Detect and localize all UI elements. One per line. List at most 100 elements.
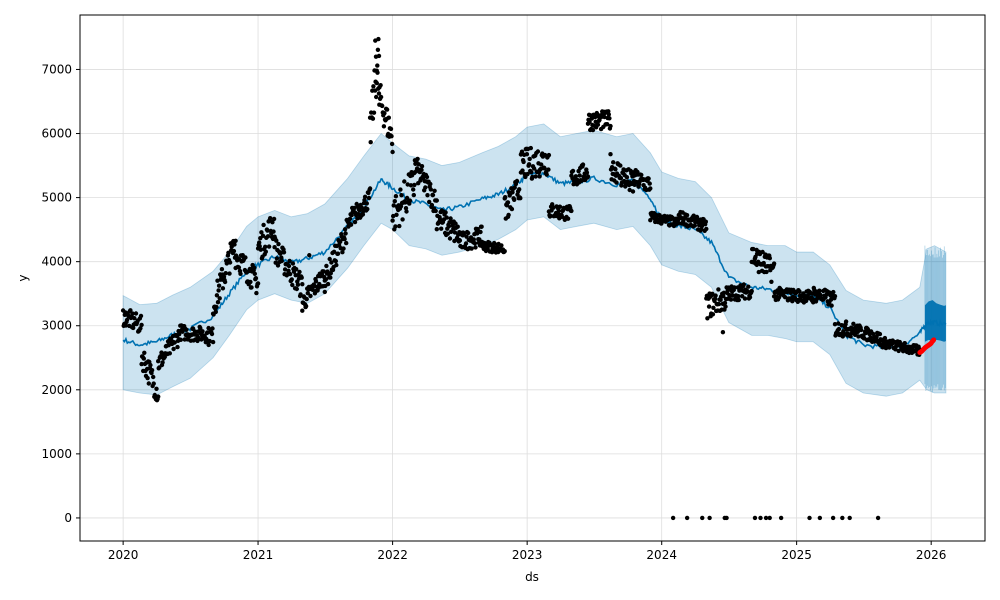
observed-point — [611, 160, 616, 165]
observed-point — [447, 236, 453, 241]
observed-point — [721, 294, 726, 299]
observed-point — [342, 236, 347, 242]
observed-point — [281, 250, 287, 255]
observed-point — [249, 285, 254, 290]
observed-point — [412, 182, 417, 188]
observed-point — [275, 263, 281, 268]
observed-point — [647, 181, 652, 186]
observed-point — [366, 195, 372, 201]
recent-point — [931, 337, 937, 343]
recent-points-layer — [917, 337, 937, 355]
x-tick-label: 2022 — [377, 548, 408, 562]
observed-point — [455, 224, 460, 229]
y-tick-label: 4000 — [41, 255, 72, 269]
observed-point — [836, 326, 842, 332]
observed-point — [133, 311, 139, 316]
observed-point — [200, 329, 205, 334]
observed-point — [461, 232, 466, 237]
observed-point — [214, 293, 220, 298]
observed-point — [231, 248, 237, 254]
observed-point — [335, 251, 341, 256]
observed-point — [646, 176, 651, 181]
observed-point — [416, 162, 421, 167]
observed-point — [761, 260, 766, 266]
observed-point — [463, 241, 469, 246]
observed-point — [839, 323, 844, 328]
observed-point — [428, 187, 433, 192]
y-tick-label: 3000 — [41, 319, 72, 333]
x-axis-title: ds — [525, 570, 539, 584]
observed-point — [391, 213, 396, 219]
observed-point — [138, 313, 144, 319]
observed-point — [142, 350, 147, 355]
observed-point — [749, 288, 754, 294]
observed-point — [373, 54, 379, 59]
observed-point — [303, 303, 309, 309]
observed-point — [376, 86, 381, 91]
observed-point — [742, 296, 748, 301]
x-tick-label: 2024 — [646, 548, 677, 562]
observed-point — [300, 308, 305, 313]
observed-point — [425, 193, 430, 198]
observed-point — [248, 279, 253, 285]
observed-point — [896, 348, 901, 354]
observed-point — [334, 262, 339, 268]
observed-point — [606, 112, 611, 117]
observed-point — [499, 243, 504, 248]
observed-point — [521, 159, 526, 165]
observed-point — [657, 213, 662, 218]
observed-point — [836, 321, 841, 326]
observed-point — [172, 340, 177, 345]
observed-zero-point — [847, 515, 852, 521]
observed-point — [529, 169, 534, 175]
observed-point — [290, 261, 296, 266]
observed-point — [469, 246, 474, 251]
observed-point — [206, 325, 211, 331]
observed-zero-point — [684, 515, 690, 521]
observed-point — [502, 249, 507, 254]
observed-point — [430, 192, 436, 198]
observed-point — [557, 204, 563, 209]
observed-point — [747, 295, 753, 300]
observed-point — [123, 323, 129, 328]
observed-point — [514, 178, 520, 184]
observed-point — [368, 140, 373, 145]
observed-zero-point — [767, 515, 772, 521]
observed-point — [198, 326, 203, 331]
observed-point — [162, 354, 167, 360]
observed-point — [257, 240, 262, 245]
observed-point — [434, 198, 439, 203]
observed-point — [446, 224, 452, 229]
observed-zero-point — [707, 515, 712, 521]
observed-point — [439, 226, 444, 231]
observed-point — [282, 267, 288, 272]
observed-point — [448, 216, 453, 221]
observed-point — [171, 346, 176, 352]
observed-point — [769, 279, 774, 284]
observed-point — [512, 185, 517, 190]
observed-point — [389, 134, 394, 139]
observed-point — [475, 231, 480, 236]
observed-point — [618, 163, 623, 168]
x-tick-label: 2026 — [916, 548, 947, 562]
observed-point — [423, 185, 428, 190]
observed-point — [475, 226, 480, 232]
observed-point — [265, 228, 270, 233]
observed-point — [254, 290, 259, 296]
observed-point — [676, 220, 681, 226]
observed-point — [509, 206, 515, 212]
observed-point — [389, 141, 395, 147]
observed-point — [160, 360, 165, 365]
observed-point — [402, 179, 407, 184]
observed-point — [614, 180, 619, 185]
observed-point — [472, 241, 478, 246]
observed-point — [321, 269, 326, 274]
observed-point — [546, 167, 551, 172]
observed-point — [754, 262, 760, 268]
observed-point — [362, 194, 368, 199]
observed-point — [398, 187, 403, 192]
observed-point — [856, 334, 861, 339]
observed-point — [868, 335, 873, 340]
observed-point — [716, 287, 721, 292]
